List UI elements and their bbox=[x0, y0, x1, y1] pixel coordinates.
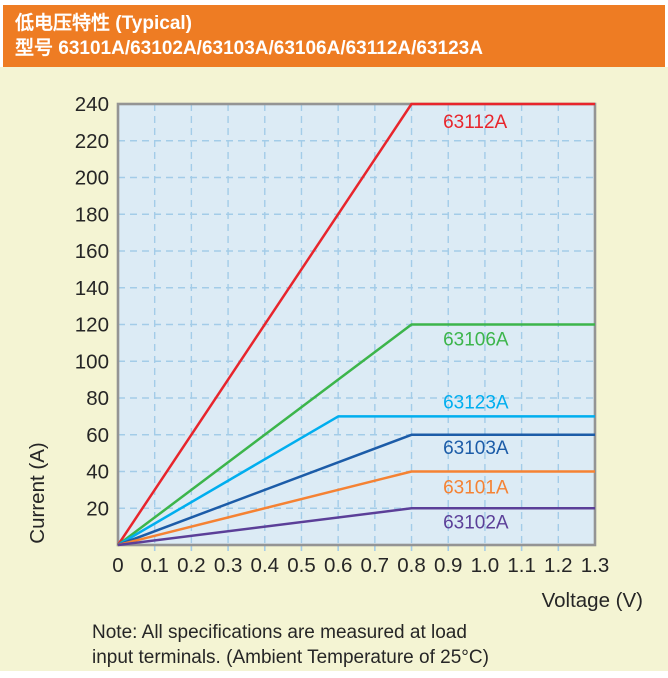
y-tick-label: 40 bbox=[86, 461, 109, 484]
y-tick-label: 20 bbox=[86, 497, 109, 520]
y-tick-label: 80 bbox=[86, 387, 109, 410]
x-tick-label: 0.7 bbox=[361, 554, 390, 577]
series-label-63123A: 63123A bbox=[443, 392, 509, 413]
plot-layer: 63112A 63106A 63123A 63103A 63101A 63102A 0 0.1… bbox=[75, 93, 609, 577]
y-tick-label: 140 bbox=[75, 277, 109, 300]
x-tick-label: 0.4 bbox=[251, 554, 280, 577]
series-label-63106A: 63106A bbox=[443, 330, 509, 351]
x-tick-label: 0.9 bbox=[434, 554, 463, 577]
y-tick-label: 240 bbox=[75, 93, 109, 116]
y-tick-label: 220 bbox=[75, 130, 109, 153]
x-tick-label: 1.3 bbox=[581, 554, 610, 577]
series-line-63112A bbox=[116, 102, 595, 546]
header-models: 型号 63101A/63102A/63103A/63106A/63112A/63… bbox=[15, 38, 483, 59]
footnote-line-2: input terminals. (Ambient Temperature of… bbox=[92, 647, 489, 668]
footnote: Note: All specifications are measured at… bbox=[92, 620, 489, 670]
series-line-63101A bbox=[117, 470, 595, 547]
y-tick-label: 120 bbox=[75, 314, 109, 337]
series-label-63103A: 63103A bbox=[443, 438, 509, 459]
series-line-63123A bbox=[117, 415, 595, 547]
x-axis-title: Voltage (V) bbox=[542, 589, 643, 612]
series-label-63112A: 63112A bbox=[443, 112, 507, 133]
header-title: 低电压特性 (Typical) bbox=[15, 13, 192, 34]
x-tick-label: 0.6 bbox=[324, 554, 353, 577]
x-tick-label: 0.8 bbox=[397, 554, 426, 577]
chart-panel: 63112A 63106A 63123A 63103A 63101A 63102A 0 0.1… bbox=[0, 67, 668, 671]
y-tick-label: 180 bbox=[75, 203, 109, 226]
x-tick-label: 0.3 bbox=[214, 554, 243, 577]
series-line-63102A bbox=[117, 507, 595, 547]
x-tick-label: 1.2 bbox=[544, 554, 573, 577]
series-line-63106A bbox=[117, 323, 595, 546]
series-line-63103A bbox=[117, 433, 595, 547]
y-axis-title: Current (A) bbox=[26, 442, 49, 543]
x-tick-label: 0.1 bbox=[140, 554, 169, 577]
y-tick-label: 160 bbox=[75, 240, 109, 263]
series-label-63102A: 63102A bbox=[443, 512, 509, 533]
x-tick-label: 1.0 bbox=[471, 554, 500, 577]
x-tick-label: 0 bbox=[112, 554, 123, 577]
y-tick-label: 100 bbox=[75, 350, 109, 373]
footnote-line-1: Note: All specifications are measured at… bbox=[92, 622, 467, 643]
y-tick-label: 200 bbox=[75, 167, 109, 190]
header-banner: 低电压特性 (Typical) 型号 63101A/63102A/63103A/… bbox=[3, 5, 665, 67]
series-label-63101A: 63101A bbox=[443, 478, 509, 499]
x-tick-label: 0.5 bbox=[287, 554, 316, 577]
chart: 63112A 63106A 63123A 63103A 63101A 63102A 0 0.1… bbox=[26, 93, 643, 612]
y-tick-label: 60 bbox=[86, 424, 109, 447]
x-tick-label: 1.1 bbox=[507, 554, 536, 577]
x-tick-label: 0.2 bbox=[177, 554, 206, 577]
